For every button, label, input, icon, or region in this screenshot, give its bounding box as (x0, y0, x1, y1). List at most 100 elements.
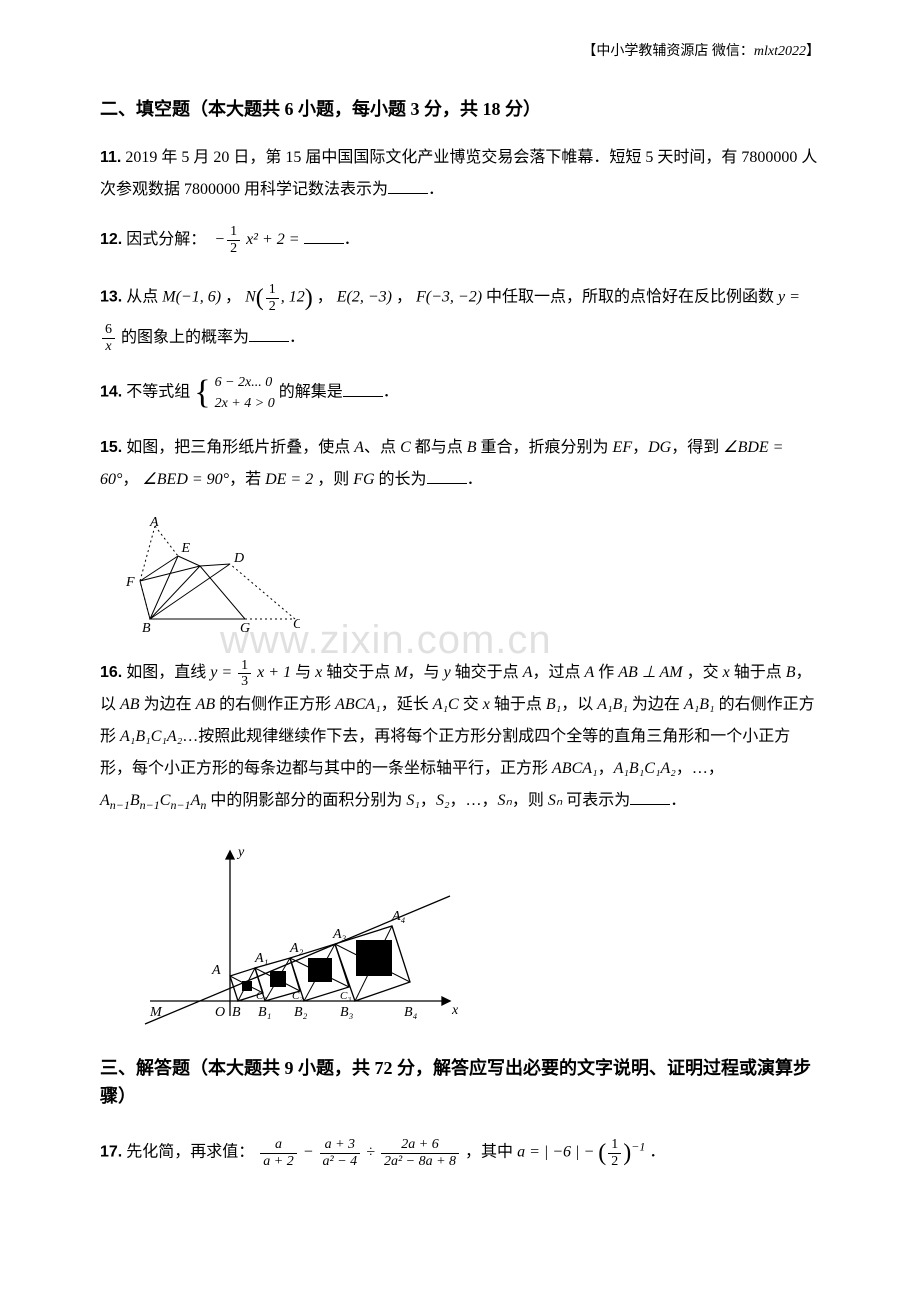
q13-F: F(−3, −2) (416, 289, 482, 306)
q15-C: C (400, 439, 411, 456)
q15-DG: DG (648, 439, 671, 456)
svg-text:D: D (233, 551, 244, 566)
q13-rfrac: 6x (102, 322, 115, 354)
svg-text:B: B (142, 621, 151, 634)
q13-N-frac: 12 (266, 282, 279, 314)
q13-c1: ， (221, 289, 241, 306)
q16-text-w: ． (670, 792, 686, 809)
q16-cb: ，…， (676, 760, 724, 777)
q16-text-c: 轴交于点 (322, 664, 394, 681)
q16-list3: An−1Bn−1Cn−1An (100, 792, 206, 809)
fig15-svg: A B C D E F G (100, 514, 300, 634)
q11-text-b: ． (428, 181, 444, 198)
q15-blank (427, 468, 467, 484)
svg-text:C₂: C₂ (292, 990, 303, 1002)
q16-list2: A₁B₁C₁A₂ (614, 760, 676, 777)
q16-A1B1: A₁B₁ (597, 696, 628, 713)
q16-text-h: ，交 (683, 664, 723, 681)
q13-N-rest: , 12 (281, 289, 305, 306)
q12-text-b: ． (344, 231, 360, 248)
q16-text-v: 可表示为 (562, 792, 630, 809)
q13-E: E(2, −3) (337, 289, 392, 306)
q16-c1: ， (420, 792, 436, 809)
svg-text:B₁: B₁ (258, 1005, 271, 1020)
q15-text-j: ． (467, 471, 483, 488)
q15-text-g: ，若 (229, 471, 265, 488)
q13-text-a: 从点 (122, 289, 162, 306)
q16-A2: A (584, 664, 594, 681)
q14-text-b: 的解集是 (279, 384, 343, 401)
q16-text-m: ，延长 (381, 696, 433, 713)
q14-num: 14. (100, 384, 122, 401)
question-17: 17. 先化简，再求值： aa + 2 − a + 3a² − 4 ÷ 2a +… (100, 1129, 820, 1177)
q16-S1: S₁ (406, 792, 420, 809)
q13-text-c: 的图象上的概率为 (121, 329, 249, 346)
q16-x3: x (483, 696, 490, 713)
header-wx: mlxt2022 (754, 44, 806, 59)
header-suffix: 】 (806, 44, 820, 59)
q15-num: 15. (100, 439, 122, 456)
q15-text-f: ， (122, 471, 138, 488)
q17-minus1: − (303, 1144, 318, 1161)
q16-y: y (444, 664, 451, 681)
svg-text:E: E (180, 541, 190, 556)
section-2-heading: 二、填空题（本大题共 6 小题，每小题 3 分，共 18 分） (100, 95, 820, 124)
q16-B1: B₁ (546, 696, 561, 713)
svg-text:C₁: C₁ (256, 990, 267, 1002)
q16-ABAM: AB ⊥ AM (618, 664, 682, 681)
q15-text-h: ，则 (313, 471, 353, 488)
svg-text:A₄: A₄ (391, 909, 406, 924)
q17-num: 17. (100, 1144, 122, 1161)
q16-text-o: 轴于点 (490, 696, 546, 713)
q16-M: M (394, 664, 407, 681)
q16-x2: x (723, 664, 730, 681)
q17-period: ． (649, 1144, 665, 1161)
svg-text:A: A (211, 963, 221, 978)
q13-yeq: y = (778, 289, 800, 306)
q17-exp: −1 (631, 1140, 645, 1154)
q15-FG: FG (353, 471, 374, 488)
header-text: 【中小学教辅资源店 微信： (582, 44, 754, 59)
q12-minus: − (214, 231, 225, 248)
question-15: 15. 如图，把三角形纸片折叠，使点 A、点 C 都与点 B 重合，折痕分别为 … (100, 432, 820, 496)
question-11: 11. 2019 年 5 月 20 日，第 15 届中国国际文化产业博览交易会落… (100, 142, 820, 206)
q14-blank (343, 381, 383, 397)
q13-M: M(−1, 6) (162, 289, 221, 306)
svg-text:B₄: B₄ (404, 1005, 418, 1020)
q16-A1C: A₁C (433, 696, 459, 713)
q16-yeq: y = (210, 664, 232, 681)
q16-sq2: A₁B₁C₁A₂ (120, 728, 182, 745)
q13-N: N (245, 289, 256, 306)
section-3-heading: 三、解答题（本大题共 9 小题，共 72 分，解答应写出必要的文字说明、证明过程… (100, 1054, 820, 1112)
svg-text:B₂: B₂ (294, 1005, 308, 1020)
q16-text-p: ，以 (561, 696, 597, 713)
q15-text-b: 、点 (364, 439, 400, 456)
q16-frest: x + 1 (253, 664, 291, 681)
q11-blank (388, 178, 428, 194)
svg-text:y: y (236, 845, 245, 860)
q16-AB: AB (120, 696, 140, 713)
q16-text-t: 中的阴影部分的面积分别为 (210, 792, 406, 809)
q15-text-e: ，得到 (671, 439, 723, 456)
q16-text-n: 交 (459, 696, 483, 713)
q16-text-b: 与 (295, 664, 315, 681)
q14-brace: { (194, 376, 210, 410)
q12-rest: x² + 2 = (242, 231, 300, 248)
q13-c3: ， (392, 289, 412, 306)
q17-t1: aa + 2 (260, 1137, 296, 1169)
svg-text:F: F (125, 575, 135, 590)
svg-text:B: B (232, 1005, 241, 1020)
question-14: 14. 不等式组 { 6 − 2x... 0 2x + 4 > 0 的解集是． (100, 372, 820, 414)
fig16-svg: M O A B A₁ A₂ A₃ A₄ B₁ B₂ B₃ B₄ C₁ C₂ C₃… (130, 836, 470, 1031)
q15-A: A (354, 439, 364, 456)
q15-text-c: 都与点 (411, 439, 467, 456)
q15-angle2: ∠BED = 90° (142, 471, 229, 488)
q16-text-k: 为边在 (140, 696, 196, 713)
q15-B: B (467, 439, 477, 456)
svg-text:x: x (451, 1003, 459, 1018)
q13-blank (249, 326, 289, 342)
watermark: www.zixin.com.cn (220, 618, 552, 663)
svg-text:C₃: C₃ (340, 990, 351, 1002)
question-12: 12. 因式分解： −12 x² + 2 = ． (100, 224, 820, 256)
svg-text:A₂: A₂ (289, 941, 304, 956)
